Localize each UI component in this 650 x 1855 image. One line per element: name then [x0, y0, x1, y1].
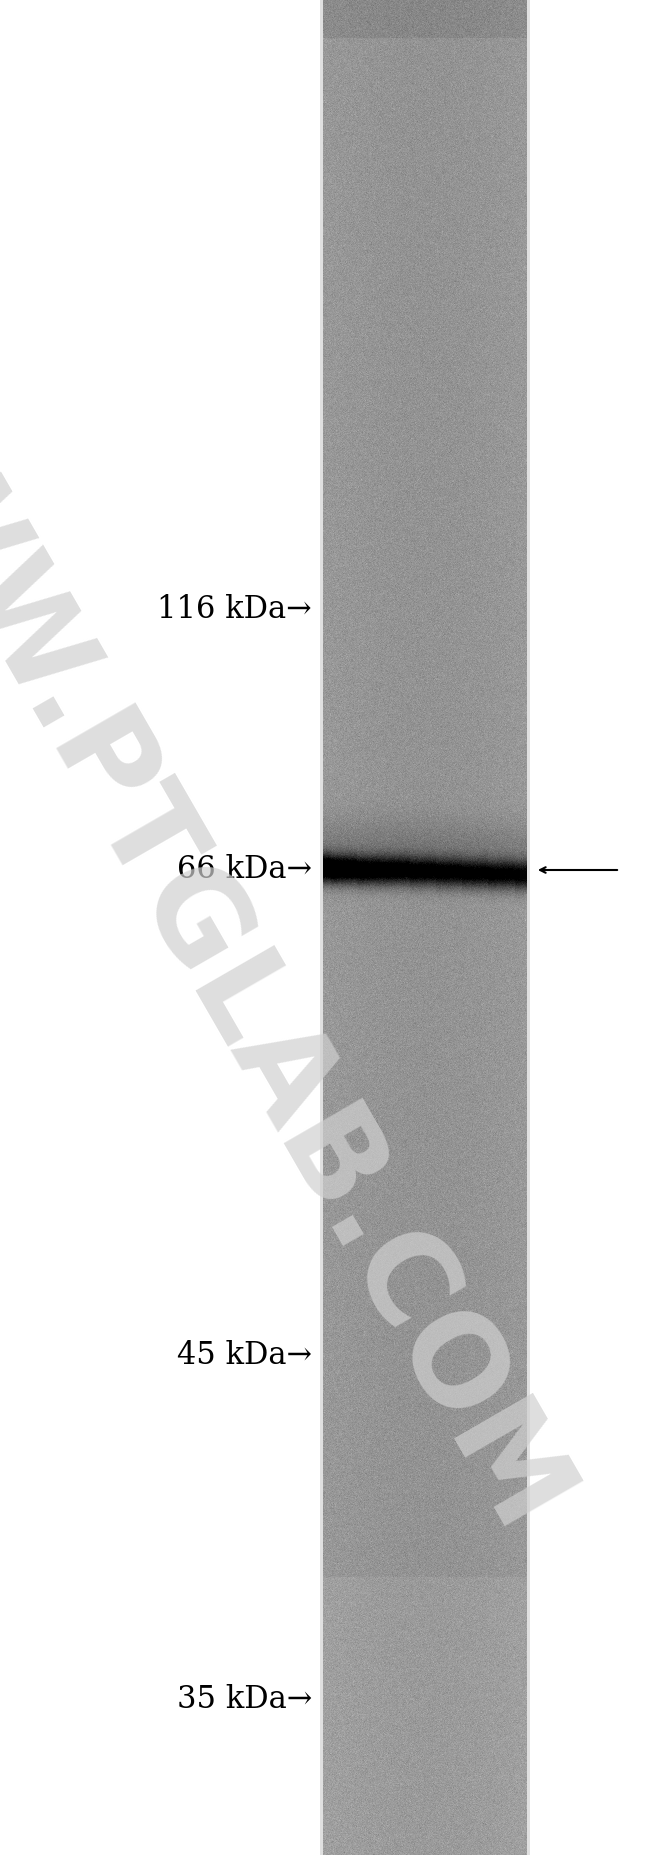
Text: 45 kDa→: 45 kDa→ — [177, 1339, 312, 1371]
Text: WWW.PTGLAB.COM: WWW.PTGLAB.COM — [0, 302, 590, 1553]
Text: 35 kDa→: 35 kDa→ — [177, 1684, 312, 1716]
Text: 116 kDa→: 116 kDa→ — [157, 594, 312, 625]
Text: 66 kDa→: 66 kDa→ — [177, 855, 312, 885]
